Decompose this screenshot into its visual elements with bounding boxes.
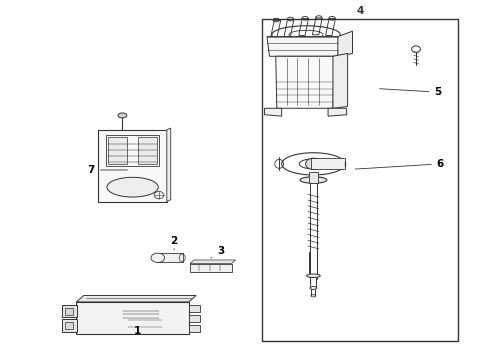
Ellipse shape bbox=[300, 177, 327, 183]
Bar bbox=[309, 172, 318, 183]
Bar bbox=[312, 158, 344, 169]
Polygon shape bbox=[76, 296, 196, 302]
Text: 7: 7 bbox=[87, 165, 127, 175]
Text: 6: 6 bbox=[355, 159, 444, 169]
Text: 2: 2 bbox=[171, 236, 178, 250]
Polygon shape bbox=[267, 37, 340, 56]
Polygon shape bbox=[333, 53, 347, 108]
Ellipse shape bbox=[151, 253, 165, 262]
Text: 4: 4 bbox=[356, 6, 364, 17]
Polygon shape bbox=[167, 128, 171, 202]
Polygon shape bbox=[328, 108, 346, 116]
Bar bbox=[98, 130, 167, 202]
Bar bbox=[190, 264, 232, 272]
Bar bbox=[189, 325, 199, 332]
Bar bbox=[108, 137, 127, 164]
Bar bbox=[157, 253, 183, 262]
Bar bbox=[76, 302, 189, 334]
Ellipse shape bbox=[307, 274, 320, 278]
Polygon shape bbox=[338, 31, 352, 56]
Text: 5: 5 bbox=[380, 87, 441, 97]
Bar bbox=[62, 319, 77, 332]
Bar bbox=[138, 137, 157, 164]
Bar bbox=[65, 322, 74, 329]
Bar bbox=[106, 135, 159, 166]
Circle shape bbox=[306, 158, 321, 170]
Polygon shape bbox=[190, 260, 236, 264]
Bar bbox=[189, 305, 199, 312]
Ellipse shape bbox=[107, 177, 158, 197]
Polygon shape bbox=[276, 56, 334, 108]
Bar bbox=[262, 19, 458, 341]
Bar bbox=[65, 308, 74, 315]
Text: 1: 1 bbox=[134, 325, 141, 336]
Ellipse shape bbox=[118, 113, 127, 118]
Text: 3: 3 bbox=[211, 246, 224, 258]
Polygon shape bbox=[265, 108, 282, 116]
Bar bbox=[189, 315, 199, 321]
Bar bbox=[62, 305, 77, 318]
